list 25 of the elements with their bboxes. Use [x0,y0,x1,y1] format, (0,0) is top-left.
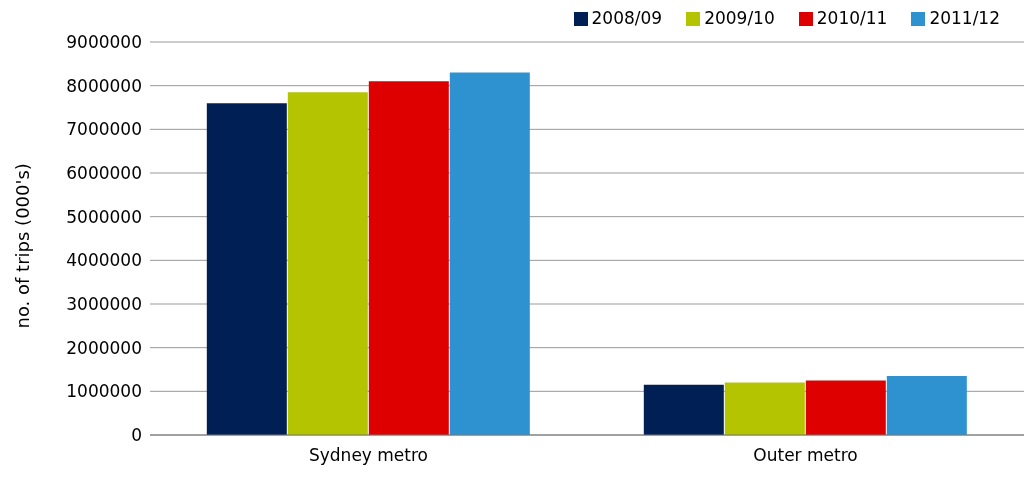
y-tick-label: 6000000 [66,163,142,184]
y-tick-label: 8000000 [66,75,142,96]
bar [643,384,724,435]
bar [368,81,449,435]
y-tick-label: 2000000 [66,337,142,358]
bar [287,92,368,435]
y-tick-label: 0 [131,425,142,446]
y-tick-label: 3000000 [66,294,142,315]
y-tick-label: 5000000 [66,206,142,227]
bar [206,103,287,435]
y-tick-label: 9000000 [66,32,142,53]
legend-label: 2011/12 [929,8,1000,28]
legend-label: 2010/11 [816,8,888,28]
y-tick-label: 1000000 [66,381,142,402]
y-axis-title: no. of trips (000's) [12,163,34,329]
y-tick-label: 4000000 [66,250,142,271]
bar [805,380,886,435]
bar [449,72,530,435]
legend-label: 2009/10 [704,8,775,28]
x-tick-label: Outer metro [753,445,858,466]
legend-label: 2008/09 [591,8,663,28]
bar [886,376,967,435]
x-tick-label: Sydney metro [308,445,429,466]
bar [724,382,805,435]
y-tick-label: 7000000 [66,119,142,140]
